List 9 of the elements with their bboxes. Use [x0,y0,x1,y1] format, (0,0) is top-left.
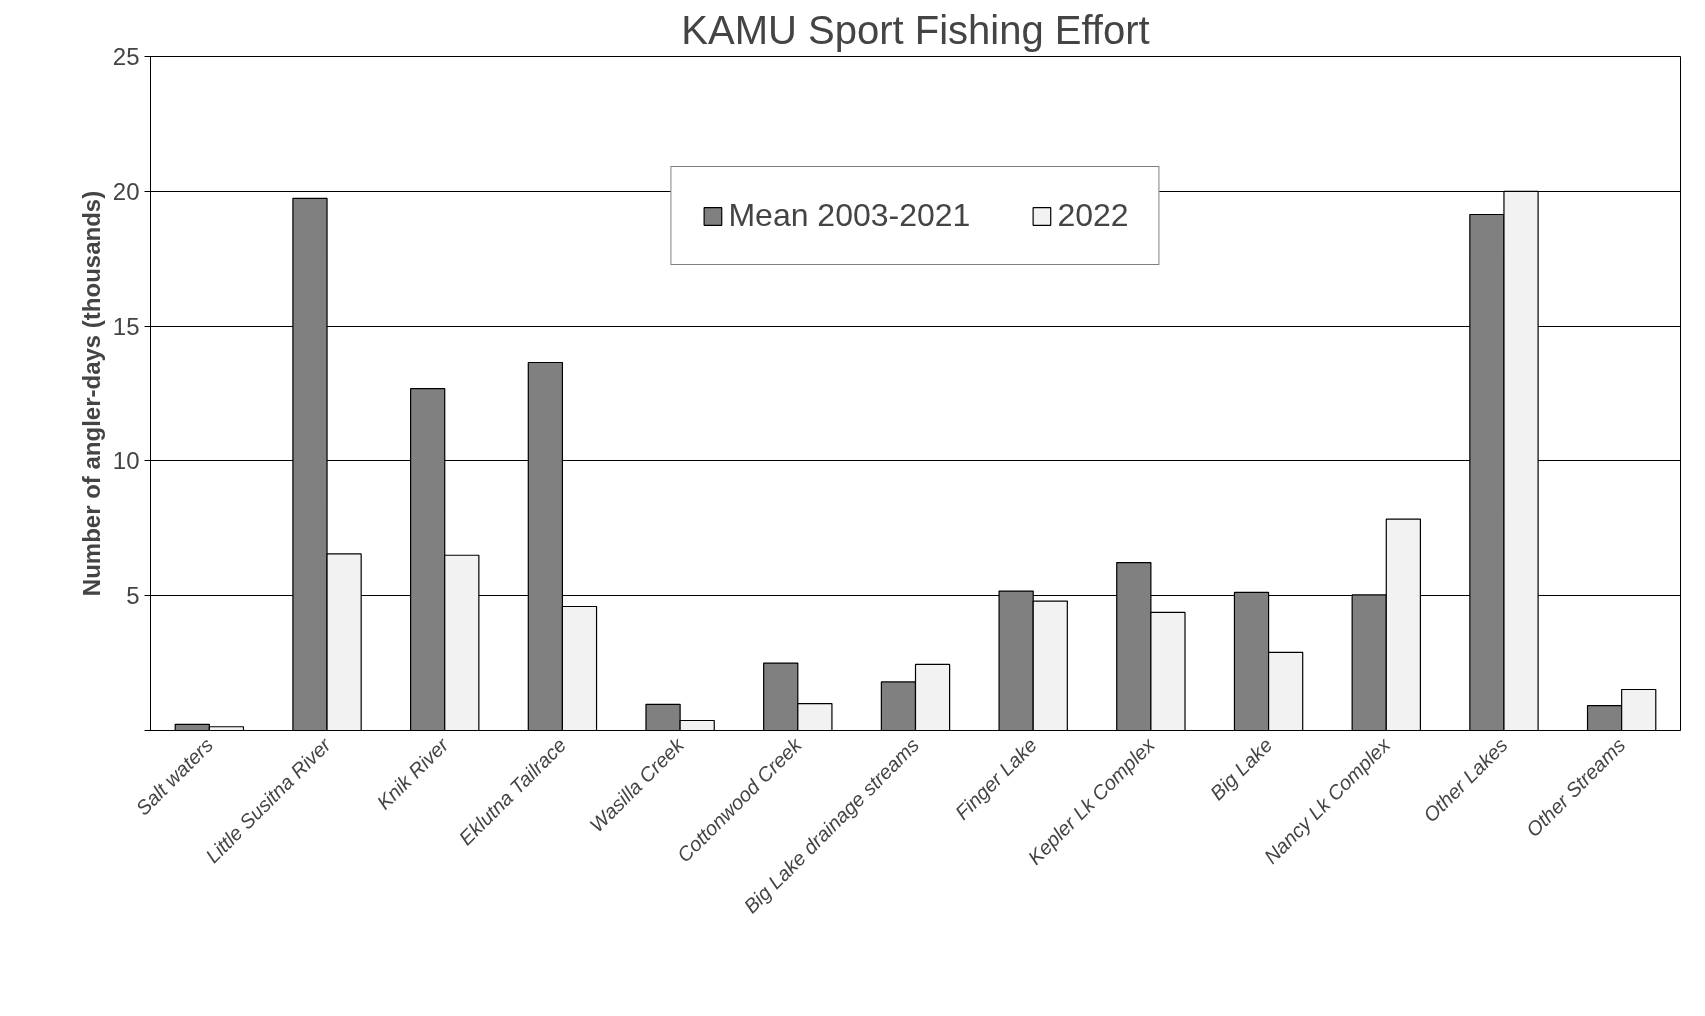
y-tick-label: 10 [112,447,140,475]
y-tick-label: 5 [126,582,140,610]
legend-label: 2022 [1057,197,1129,234]
chart-title: KAMU Sport Fishing Effort [681,7,1150,52]
legend-label: Mean 2003-2021 [728,197,971,234]
y-tick-label: 25 [112,43,140,70]
y-tick-label: 15 [112,312,140,340]
y-axis-title: Number of angler-days (thousands) [77,190,105,597]
y-tick-label: 20 [112,177,140,205]
